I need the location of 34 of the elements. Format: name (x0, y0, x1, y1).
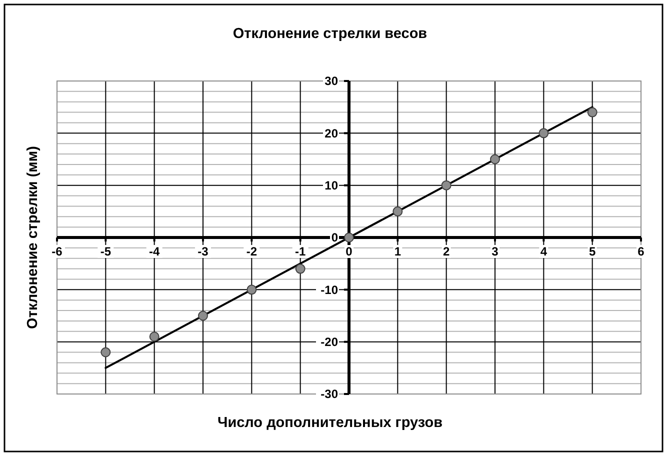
x-tick-label: -4 (148, 244, 160, 259)
y-axis-title: Отклонение стрелки (мм) (25, 146, 41, 329)
point (344, 232, 354, 242)
y-tick-label: 30 (324, 74, 338, 88)
y-tick-label: -30 (320, 387, 338, 402)
x-tick-label: 1 (394, 244, 402, 259)
point (441, 180, 452, 190)
point (149, 332, 160, 342)
y-tick-label: 10 (324, 178, 338, 193)
x-tick-label: -2 (246, 244, 258, 259)
x-tick-label: 4 (540, 244, 548, 259)
x-tick-label: 2 (442, 244, 450, 259)
x-tick-label: -6 (52, 244, 63, 259)
x-tick-label: 6 (638, 244, 645, 259)
x-tick-label: 0 (346, 244, 353, 259)
y-tick-label: -10 (320, 282, 338, 297)
point (295, 264, 306, 274)
y-tick-label: 0 (331, 230, 338, 245)
point (538, 128, 549, 138)
point (392, 206, 403, 216)
point (198, 310, 208, 321)
chart-title: Отклонение стрелки весов (232, 26, 428, 42)
point (490, 154, 500, 164)
point (100, 347, 111, 358)
x-tick-label: 3 (492, 244, 499, 259)
x-tick-label: -3 (198, 244, 209, 259)
point (587, 107, 598, 118)
point (246, 284, 257, 295)
x-tick-label: -5 (100, 244, 112, 259)
y-tick-label: -20 (320, 335, 338, 350)
x-tick-label: -1 (294, 244, 306, 259)
y-tick-label: 20 (324, 126, 338, 140)
x-axis-title: Число дополнительных грузов (218, 415, 443, 431)
x-tick-label: 5 (588, 244, 596, 259)
